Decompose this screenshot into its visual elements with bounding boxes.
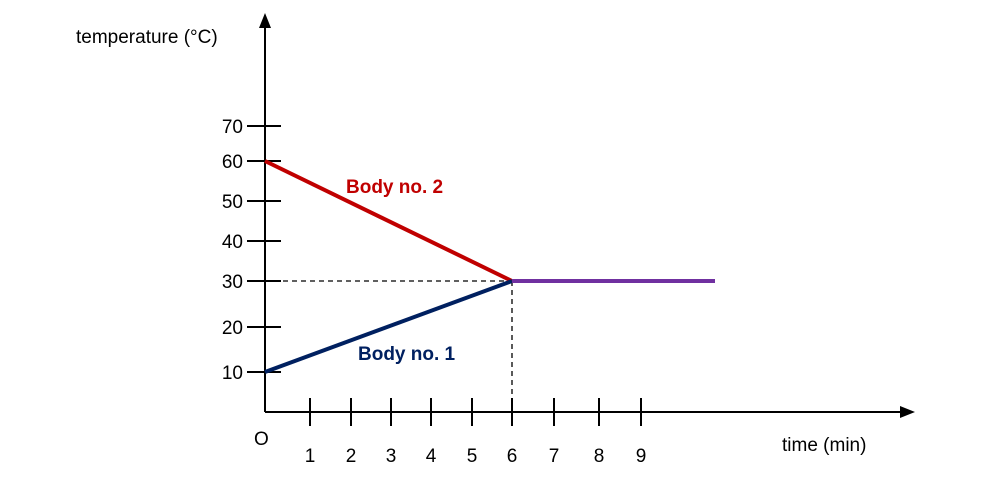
y-tick-label: 30 <box>222 272 243 293</box>
y-tick-label: 10 <box>222 363 243 384</box>
y-tick-label: 70 <box>222 117 243 138</box>
x-axis-title: time (min) <box>782 435 866 456</box>
y-tick-label: 40 <box>222 232 243 253</box>
x-tick-label: 9 <box>636 446 647 467</box>
x-tick-label: 6 <box>507 446 518 467</box>
y-tick-label: 50 <box>222 192 243 213</box>
x-tick-label: 2 <box>346 446 357 467</box>
x-tick-label: 1 <box>305 446 316 467</box>
x-tick-label: 7 <box>549 446 560 467</box>
series-label-body-1: Body no. 1 <box>358 344 456 365</box>
series-line-body-2 <box>264 159 513 283</box>
x-tick-label: 4 <box>426 446 437 467</box>
series-line-body-1 <box>264 279 513 374</box>
x-tick-label: 5 <box>467 446 478 467</box>
x-tick-label: 3 <box>386 446 397 467</box>
origin-label: O <box>254 429 269 450</box>
y-tick-label: 20 <box>222 318 243 339</box>
series-label-body-2: Body no. 2 <box>346 177 443 198</box>
y-tick-label: 60 <box>222 152 243 173</box>
y-axis-arrow <box>259 13 271 28</box>
x-tick-label: 8 <box>594 446 605 467</box>
x-axis-arrow <box>900 406 915 418</box>
y-axis-title: temperature (°C) <box>76 27 218 48</box>
